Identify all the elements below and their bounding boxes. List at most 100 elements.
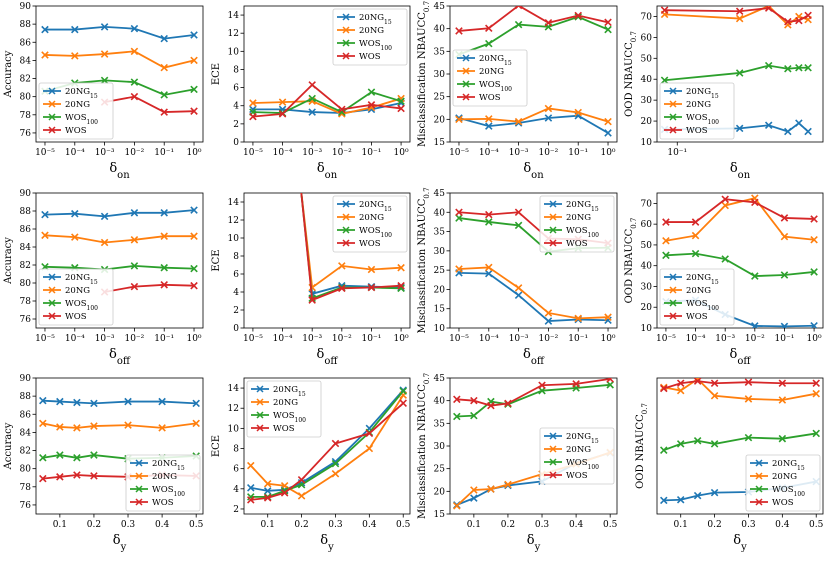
data-point-20NG (331, 469, 340, 478)
data-point-20NG15 (308, 108, 316, 116)
data-point-WOS (691, 218, 700, 226)
y-tick-label: 6 (233, 270, 239, 280)
data-point-WOS (297, 181, 303, 187)
y-tick-label: 78 (20, 483, 32, 493)
y-tick-label: 60 (641, 220, 653, 230)
legend-entry-20NG: 20NG (479, 67, 504, 77)
series-line-20NG (458, 107, 609, 123)
y-tick-label: 6 (233, 465, 239, 475)
data-point-20NG (735, 14, 744, 23)
data-point-20NG15 (810, 321, 818, 328)
axes-frame (35, 377, 204, 515)
legend-entry-20NG: 20NG (686, 286, 711, 296)
x-tick-label: 0.3 (328, 520, 343, 530)
data-point-20NG (90, 422, 98, 430)
data-point-WOS100 (453, 412, 461, 421)
data-point-20NG (73, 424, 81, 432)
x-tick-label: 0.1 (53, 520, 67, 530)
x-tick-label: 10⁻⁴ (65, 148, 85, 158)
data-point-20NG (190, 232, 198, 240)
chart-r2c2: 0.1 0.2 0.3 0.4 0.5 15 20 25 30 35 40 45Misclassifi… (417, 373, 618, 553)
data-point-20NG (41, 51, 49, 59)
y-tick-label: 2 (233, 505, 239, 515)
x-tick-label: 0.4 (362, 520, 377, 530)
x-tick-label: 10⁻¹ (154, 148, 174, 158)
y-tick-label: 70 (641, 199, 653, 209)
x-tick-label: 10⁰ (394, 148, 409, 158)
x-tick-label: 10⁻³ (302, 148, 322, 158)
series-line-20NG15 (458, 271, 609, 322)
series-line-20NG (42, 422, 197, 429)
data-point-20NG15 (780, 322, 789, 328)
data-point-20NG15 (764, 121, 773, 130)
data-point-WOS100 (190, 264, 198, 273)
y-tick-label: 70 (641, 12, 653, 22)
data-point-WOS (73, 471, 81, 479)
x-tick-label: 10⁻⁵ (243, 148, 263, 158)
y-tick-label: 88 (20, 207, 32, 217)
x-axis-label: δoff (730, 347, 752, 367)
legend-entry-20NG: 20NG (65, 286, 90, 296)
y-tick-label: 78 (20, 297, 32, 307)
x-tick-label: 10⁻¹ (362, 148, 382, 158)
data-point-20NG (574, 314, 582, 323)
y-tick-label: 90 (20, 189, 32, 199)
y-tick-label: 15 (434, 138, 446, 148)
data-point-WOS100 (514, 221, 523, 230)
y-tick-label: 10 (641, 324, 653, 334)
series-line-WOS100 (665, 252, 815, 277)
legend-entry-20NG: 20NG (65, 100, 90, 110)
y-axis-label: ECE (211, 249, 222, 271)
x-axis-label: δon (523, 161, 544, 181)
series-line-20NG15 (42, 399, 197, 405)
x-axis-label: δon (317, 161, 338, 181)
data-point-WOS (572, 380, 580, 388)
x-tick-label: 10⁻³ (302, 334, 322, 344)
data-point-20NG (130, 236, 139, 244)
y-tick-label: 80 (20, 465, 32, 475)
y-tick-label: 35 (434, 228, 446, 238)
data-point-WOS100 (56, 451, 64, 459)
axes-frame (656, 377, 824, 515)
data-point-20NG15 (470, 494, 478, 502)
y-tick-label: 84 (20, 56, 32, 66)
chart-r2c0: 0.1 0.2 0.3 0.4 0.5 76 78 80 82 84 86 88 90 Accuracy δ… (3, 374, 204, 553)
data-point-WOS (514, 6, 523, 10)
data-point-WOS100 (676, 440, 685, 448)
data-point-WOS100 (693, 437, 702, 445)
data-point-WOS100 (691, 249, 700, 258)
data-point-20NG15 (90, 399, 98, 408)
x-tick-label: 0.5 (396, 520, 411, 530)
data-point-20NG15 (41, 210, 49, 219)
y-tick-label: 40 (641, 75, 653, 85)
x-tick-label: 10⁻¹ (775, 334, 795, 344)
x-tick-label: 0.4 (569, 520, 584, 530)
x-tick-label: 10⁰ (600, 148, 615, 158)
data-point-20NG (780, 232, 789, 241)
x-axis-label: δy (113, 533, 127, 553)
x-tick-label: 10⁻⁵ (35, 334, 55, 344)
data-point-20NG15 (100, 23, 109, 31)
data-point-WOS (263, 494, 272, 502)
data-point-20NG15 (297, 181, 303, 187)
data-point-WOS (604, 18, 612, 27)
data-point-20NG (453, 502, 461, 510)
legend-entry-20NG: 20NG (566, 445, 591, 455)
y-tick-label: 10 (641, 138, 653, 148)
x-tick-label: 0.3 (535, 520, 550, 530)
y-tick-label: 8 (233, 65, 239, 75)
data-point-WOS100 (744, 433, 753, 442)
data-point-WOS (780, 214, 789, 222)
series-line-WOS (104, 95, 195, 113)
data-point-20NG15 (160, 209, 168, 217)
data-point-WOS (662, 218, 670, 226)
x-tick-label: 0.1 (674, 520, 688, 530)
y-axis-label: Accuracy (3, 50, 14, 98)
data-point-WOS (190, 281, 198, 290)
chart-r0c1: 10⁻⁵ 10⁻⁴ 10⁻³ 10⁻² 10⁻¹ 10⁰ 0 2 4 6 8 10 12 14 ECE δon… (211, 5, 411, 181)
legend-entry-WOS100: WOS100 (686, 113, 719, 126)
x-tick-label: 10⁰ (186, 334, 201, 344)
data-point-20NG15 (71, 209, 79, 218)
